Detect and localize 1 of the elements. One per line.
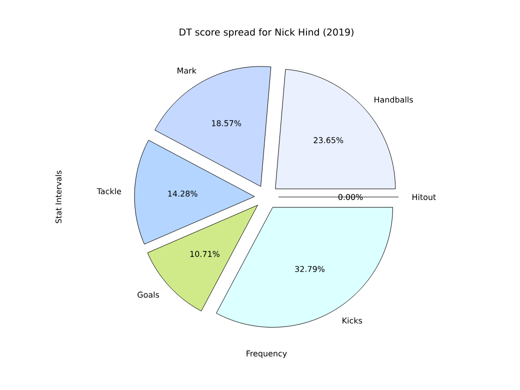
chart-title: DT score spread for Nick Hind (2019) bbox=[180, 28, 354, 38]
